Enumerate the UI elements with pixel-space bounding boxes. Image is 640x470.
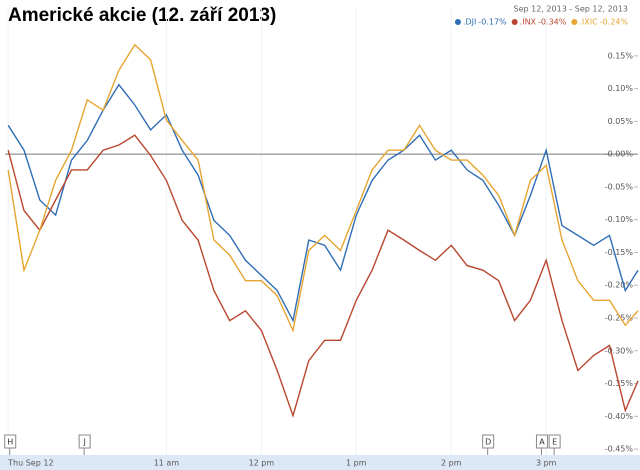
legend-marker (571, 19, 578, 25)
legend-change: -0.24% (600, 18, 629, 27)
date-range: Sep 12, 2013 - Sep 12, 2013 (514, 5, 628, 14)
flag-label: E (552, 438, 557, 447)
legend-label: .INX (520, 18, 537, 27)
y-tick-label: -0.40% (605, 412, 634, 421)
flag (482, 434, 495, 449)
legend-marker (511, 19, 518, 25)
legend-label: .IXIC (579, 18, 598, 27)
series-line (7, 43, 639, 333)
flag-label: D (485, 438, 491, 447)
y-tick-label: 0.05% (608, 117, 634, 126)
y-tick-label: -0.20% (605, 281, 634, 290)
series-line (7, 134, 639, 419)
legend-change: -0.17% (478, 18, 507, 27)
y-tick-label: 0.10% (608, 84, 634, 93)
legend-change: -0.34% (538, 18, 567, 27)
flag (78, 434, 91, 449)
legend-label: .DJI (463, 18, 476, 27)
y-tick-label: -0.05% (605, 182, 634, 191)
y-tick-label: -0.15% (605, 248, 634, 257)
legend-marker (454, 19, 461, 25)
x-tick-label: 11 am (154, 459, 180, 468)
flag-label: A (539, 438, 545, 447)
y-tick-label: -0.10% (605, 215, 634, 224)
flag-label: H (7, 438, 13, 447)
x-tick-label: 2 pm (441, 459, 462, 468)
x-tick-label: 12 pm (249, 459, 275, 468)
x-tick-label: 1 pm (346, 459, 367, 468)
x-tick-label: 3 pm (536, 459, 557, 468)
y-tick-label: -0.45% (605, 445, 634, 454)
x-tick-label: Thu Sep 12 (7, 459, 53, 468)
y-tick-label: 0.15% (608, 51, 634, 60)
flag (535, 434, 548, 449)
y-tick-label: -0.00% (605, 150, 634, 159)
time-axis-band (0, 455, 640, 470)
y-tick-label: -0.25% (605, 314, 634, 323)
series-line (7, 83, 639, 323)
flag (548, 434, 561, 449)
y-tick-label: -0.30% (605, 346, 634, 355)
flag (4, 434, 17, 449)
chart-title: Americké akcie (12. září 2013) (8, 5, 276, 26)
flag-label: J (82, 438, 85, 447)
